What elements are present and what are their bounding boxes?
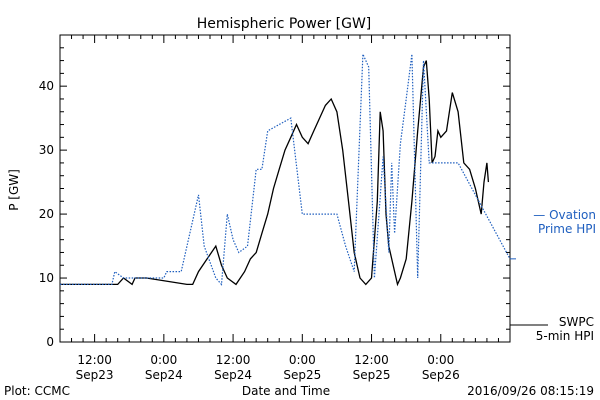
footer-right: 2016/09/26 08:15:19	[467, 384, 594, 398]
y-axis-label: P [GW]	[7, 169, 21, 211]
plot-area	[59, 34, 511, 343]
y-axis: 0 10 20 30 40	[39, 34, 510, 349]
legend-swpc-label-2: 5-min HPI	[536, 329, 594, 343]
x-tick-time: 0:00	[427, 353, 454, 367]
x-tick-time: 12:00	[354, 353, 389, 367]
x-tick-time: 0:00	[289, 353, 316, 367]
x-tick-time: 12:00	[216, 353, 251, 367]
y-tick-label: 30	[39, 143, 54, 157]
series-layer	[60, 53, 511, 287]
series-swpc-line	[60, 60, 490, 287]
x-tick-date: Sep24	[214, 368, 252, 382]
y-tick-label: 40	[39, 79, 54, 93]
y-tick-label: 10	[39, 271, 54, 285]
plot-frame	[59, 34, 511, 343]
x-tick-date: Sep23	[76, 368, 114, 382]
chart-title: Hemispheric Power [GW]	[197, 16, 372, 32]
x-tick-date: Sep24	[145, 368, 183, 382]
x-tick-date: Sep25	[283, 368, 321, 382]
legend-ovation-label-2: Prime HPI	[538, 222, 596, 236]
legend-ovation-label-1: — Ovation	[533, 208, 596, 222]
x-tick-date: Sep25	[353, 368, 391, 382]
x-tick-time: 0:00	[150, 353, 177, 367]
x-axis-label: Date and Time	[242, 384, 330, 398]
legend-swpc-label-1: SWPC	[559, 315, 594, 329]
series-ovation-line	[60, 53, 511, 286]
footer-left: Plot: CCMC	[4, 384, 70, 398]
x-tick-time: 12:00	[77, 353, 112, 367]
x-axis: 12:00Sep230:00Sep2412:00Sep240:00Sep2512…	[59, 35, 511, 382]
x-tick-date: Sep26	[422, 368, 460, 382]
y-tick-label: 20	[39, 207, 54, 221]
y-tick-label: 0	[46, 335, 54, 349]
